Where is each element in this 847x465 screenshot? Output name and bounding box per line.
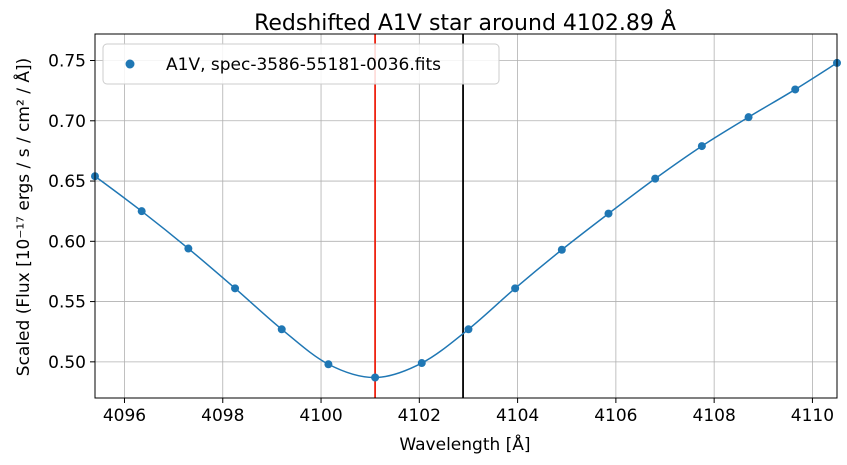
y-tick-label: 0.65	[48, 172, 86, 192]
x-tick-label: 4106	[594, 406, 637, 426]
data-point	[791, 85, 800, 94]
y-tick-label: 0.75	[48, 52, 86, 72]
data-point	[697, 142, 706, 151]
x-tick-label: 4098	[201, 406, 244, 426]
x-tick-label: 4108	[693, 406, 736, 426]
data-point	[651, 174, 660, 183]
plot-area-frame	[94, 33, 838, 399]
x-tick-label: 4110	[791, 406, 834, 426]
y-tick-label: 0.50	[48, 353, 86, 373]
legend-box	[102, 43, 500, 85]
legend-marker	[125, 59, 135, 69]
y-tick-label: 0.70	[48, 112, 86, 132]
legend-entry-label: A1V, spec-3586-55181-0036.fits	[166, 55, 441, 75]
data-point	[464, 325, 473, 334]
y-axis-label: Scaled (Flux [10⁻¹⁷ ergs / s / cm² / Å])	[12, 58, 34, 376]
data-point	[371, 373, 380, 382]
chart-title: Redshifted A1V star around 4102.89 Å	[254, 9, 676, 36]
y-tick-label: 0.60	[48, 232, 86, 252]
data-point	[137, 207, 146, 216]
reference-lines	[374, 34, 464, 398]
data-point	[604, 209, 613, 218]
x-tick-label: 4104	[496, 406, 539, 426]
data-point	[744, 113, 753, 122]
x-tick-label: 4096	[103, 406, 146, 426]
data-point	[184, 244, 193, 253]
data-point	[231, 284, 240, 293]
data-point	[511, 284, 520, 293]
y-tick-label: 0.55	[48, 293, 86, 313]
legend: A1V, spec-3586-55181-0036.fits	[102, 43, 500, 85]
data-point	[324, 360, 333, 369]
data-point	[277, 325, 286, 334]
x-tick-label: 4102	[398, 406, 441, 426]
x-axis-label: Wavelength [Å]	[399, 433, 530, 455]
y-axis-ticks: 0.50 0.55 0.60 0.65 0.70 0.75	[48, 52, 95, 373]
data-point	[557, 245, 566, 254]
x-axis-ticks: 4096 4098 4100 4102 4104 4106 4108 4110	[103, 398, 834, 426]
data-point	[417, 359, 426, 368]
x-tick-label: 4100	[299, 406, 342, 426]
